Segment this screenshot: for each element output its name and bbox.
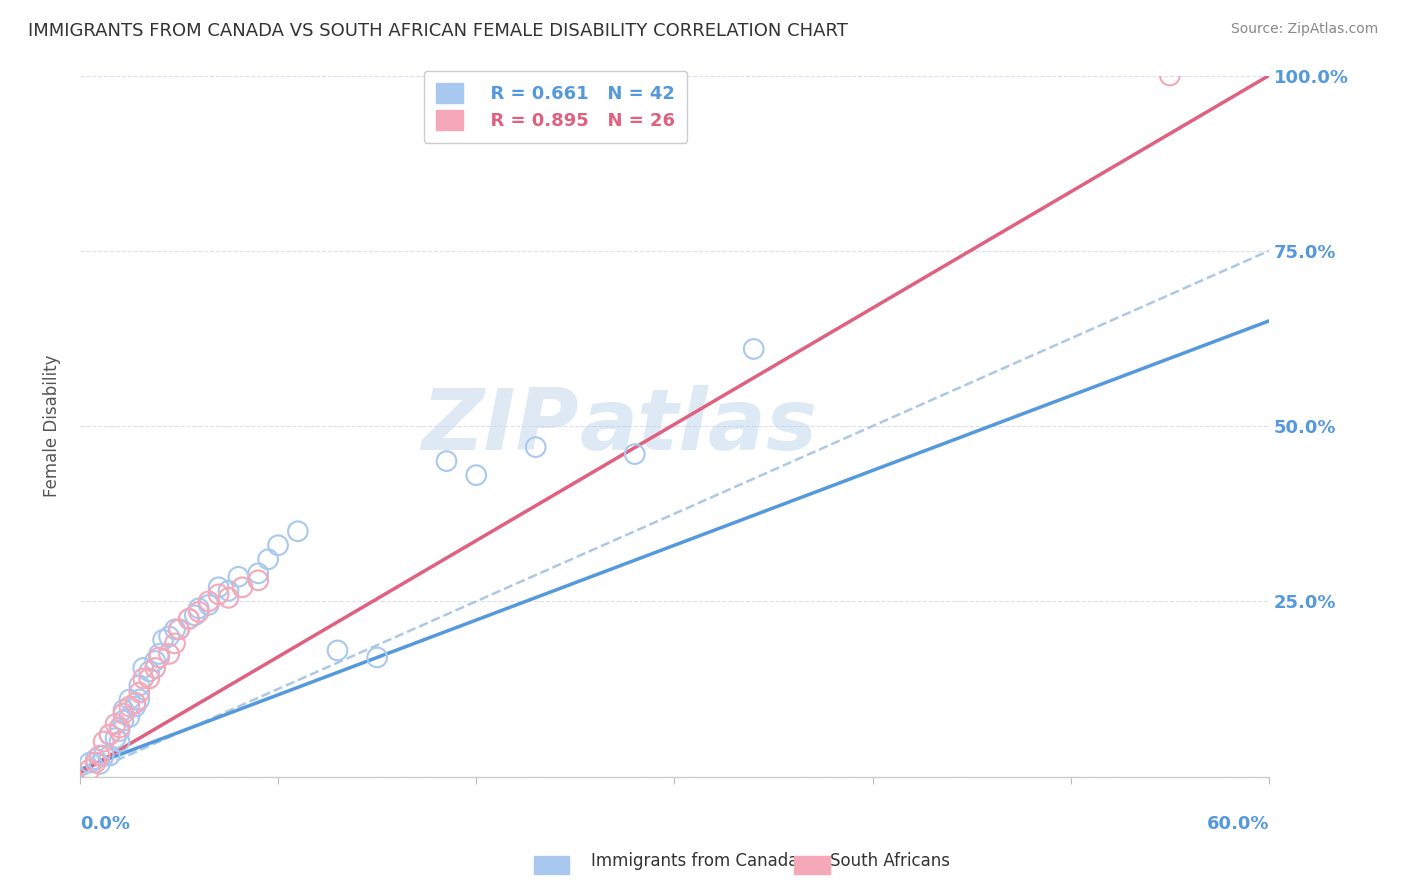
Point: [218, 591, 240, 605]
Point: [79, 763, 101, 777]
Point: [138, 672, 160, 686]
Text: ZIP: ZIP: [422, 384, 579, 467]
Point: [112, 706, 135, 721]
Point: [247, 566, 270, 581]
Point: [84, 752, 107, 766]
Point: [177, 612, 200, 626]
Point: [742, 342, 765, 356]
Point: [177, 612, 200, 626]
Point: [124, 696, 146, 710]
Point: [247, 574, 270, 588]
Point: [108, 734, 131, 748]
Point: [79, 756, 101, 770]
Point: [167, 623, 190, 637]
Text: 0.0%: 0.0%: [80, 815, 129, 833]
Point: [287, 524, 309, 539]
Point: [98, 748, 121, 763]
Legend:   R = 0.661   N = 42,   R = 0.895   N = 26: R = 0.661 N = 42, R = 0.895 N = 26: [423, 70, 688, 143]
Text: South Africans: South Africans: [830, 852, 949, 870]
Point: [231, 580, 253, 594]
Point: [128, 685, 150, 699]
Point: [118, 692, 141, 706]
Point: [197, 594, 219, 608]
Point: [89, 748, 111, 763]
Point: [148, 650, 170, 665]
Point: [524, 440, 547, 454]
Point: [104, 731, 127, 745]
Text: Immigrants from Canada: Immigrants from Canada: [591, 852, 797, 870]
Point: [267, 538, 290, 552]
Point: [108, 721, 131, 735]
Point: [197, 598, 219, 612]
Point: [84, 756, 107, 770]
Point: [128, 678, 150, 692]
Point: [184, 608, 207, 623]
Text: atlas: atlas: [579, 384, 817, 467]
Point: [465, 468, 488, 483]
Point: [623, 447, 645, 461]
Point: [326, 643, 349, 657]
Point: [118, 699, 141, 714]
Point: [436, 454, 458, 468]
Point: [148, 647, 170, 661]
Point: [112, 703, 135, 717]
Y-axis label: Female Disability: Female Disability: [44, 355, 60, 498]
Point: [167, 623, 190, 637]
Point: [257, 552, 280, 566]
Text: IMMIGRANTS FROM CANADA VS SOUTH AFRICAN FEMALE DISABILITY CORRELATION CHART: IMMIGRANTS FROM CANADA VS SOUTH AFRICAN …: [28, 22, 848, 40]
Point: [366, 650, 388, 665]
Point: [152, 632, 174, 647]
Point: [163, 636, 186, 650]
Point: [124, 699, 146, 714]
Point: [93, 734, 115, 748]
Point: [207, 580, 229, 594]
Point: [104, 717, 127, 731]
Point: [112, 714, 135, 728]
Point: [98, 727, 121, 741]
Point: [157, 647, 180, 661]
Text: Source: ZipAtlas.com: Source: ZipAtlas.com: [1230, 22, 1378, 37]
Point: [118, 710, 141, 724]
Point: [228, 570, 250, 584]
Point: [218, 583, 240, 598]
Point: [143, 661, 166, 675]
Point: [187, 601, 209, 615]
Point: [207, 587, 229, 601]
Point: [108, 724, 131, 739]
Point: [98, 727, 121, 741]
Point: [132, 661, 155, 675]
Point: [187, 605, 209, 619]
Point: [128, 692, 150, 706]
Point: [89, 757, 111, 772]
Point: [138, 665, 160, 679]
Point: [93, 748, 115, 763]
Point: [143, 654, 166, 668]
Text: 60.0%: 60.0%: [1206, 815, 1270, 833]
Point: [157, 629, 180, 643]
Point: [132, 672, 155, 686]
Point: [163, 623, 186, 637]
Point: [1159, 69, 1181, 83]
